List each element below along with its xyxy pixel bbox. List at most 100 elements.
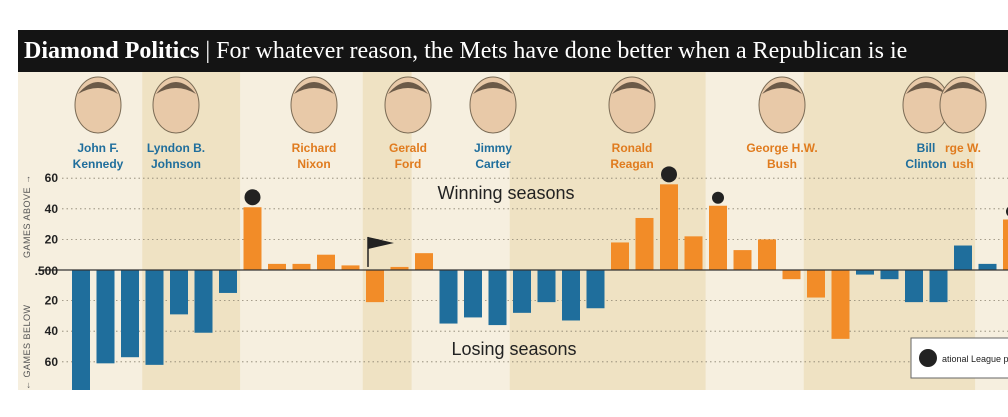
bar xyxy=(1003,219,1008,270)
president-name-line2: Kennedy xyxy=(73,157,124,171)
chart-title-bar: Diamond Politics | For whatever reason, … xyxy=(18,30,1008,72)
bar xyxy=(807,270,825,298)
bar xyxy=(292,263,311,270)
president-face-icon xyxy=(384,76,432,134)
president-face-icon xyxy=(469,76,517,134)
president-2: Richard Nixon xyxy=(290,76,338,171)
president-5: Ronald Reagan xyxy=(608,76,656,171)
axis-label-below: ← GAMES BELOW xyxy=(22,304,32,390)
first-place-badge-icon xyxy=(712,191,724,204)
president-name-line1: George H.W. xyxy=(746,141,817,155)
bar xyxy=(439,270,458,324)
tick-label-below: 60 xyxy=(45,355,59,369)
chart-area: 20 40 60 20 40 60 .500 GAMES ABOVE → ← GAMES BEL… xyxy=(18,72,1008,390)
president-hair-icon xyxy=(388,82,428,94)
bar xyxy=(782,270,801,280)
president-3: Gerald Ford xyxy=(384,76,432,171)
bar xyxy=(611,242,629,270)
bar xyxy=(978,263,997,270)
bar xyxy=(929,270,948,303)
president-1: Lyndon B. Johnson xyxy=(147,76,205,171)
axis-label-above: GAMES ABOVE → xyxy=(22,174,32,258)
bar xyxy=(243,207,262,270)
bar xyxy=(488,270,507,326)
legend-pennant-icon xyxy=(919,349,937,367)
president-face-icon xyxy=(74,76,122,134)
president-name-line1: Bill xyxy=(917,141,936,155)
president-name-line1: Ronald xyxy=(612,141,653,155)
bar xyxy=(317,254,335,270)
title-separator: | xyxy=(205,38,211,64)
bar xyxy=(709,205,727,270)
winning-seasons-annotation: Winning seasons xyxy=(437,183,574,203)
president-name-line2: Carter xyxy=(475,157,511,171)
bar xyxy=(880,270,899,280)
bar xyxy=(194,270,213,333)
tick-label-below: 20 xyxy=(45,294,59,308)
bar xyxy=(72,270,90,390)
president-hair-icon xyxy=(473,82,513,94)
bar xyxy=(586,270,605,309)
president-name-line2: ush xyxy=(952,157,973,171)
president-hair-icon xyxy=(78,82,118,94)
bar xyxy=(219,270,237,293)
president-face-icon xyxy=(608,76,656,134)
bar xyxy=(537,270,556,303)
bar xyxy=(513,270,531,313)
president-name-line1: Richard xyxy=(292,141,337,155)
tick-label-below: 40 xyxy=(45,324,59,338)
bar xyxy=(831,270,850,339)
president-0: John F. Kennedy xyxy=(73,76,124,171)
bar xyxy=(905,270,923,303)
chart-subtitle: For whatever reason, the Mets have done … xyxy=(216,38,908,64)
president-name-line1: Jimmy xyxy=(474,141,512,155)
bar xyxy=(856,270,874,275)
losing-seasons-annotation: Losing seasons xyxy=(451,339,576,359)
bar xyxy=(954,245,972,270)
president-hair-icon xyxy=(762,82,802,94)
president-name-line1: rge W. xyxy=(945,141,981,155)
president-face-icon xyxy=(152,76,200,134)
president-7: Bill Clinton xyxy=(902,76,950,171)
president-face-icon xyxy=(939,76,987,134)
president-hair-icon xyxy=(156,82,196,94)
pennant-badge-icon xyxy=(244,189,261,206)
bar xyxy=(635,217,654,270)
bar xyxy=(170,270,188,315)
bar xyxy=(145,270,164,365)
bar xyxy=(464,270,482,318)
tick-label-above: 60 xyxy=(45,171,59,185)
bar xyxy=(733,250,752,270)
president-name-line2: Bush xyxy=(767,157,797,171)
president-name-line2: Johnson xyxy=(151,157,201,171)
president-face-icon xyxy=(290,76,338,134)
chart-title: Diamond Politics xyxy=(24,38,200,64)
tick-label-baseline: .500 xyxy=(35,264,59,278)
flag-icon xyxy=(368,236,394,249)
president-name-line2: Clinton xyxy=(905,157,946,171)
president-name-line2: Reagan xyxy=(610,157,653,171)
tick-label-above: 20 xyxy=(45,232,59,246)
president-8: rge W. ush xyxy=(939,76,987,171)
president-4: Jimmy Carter xyxy=(469,76,517,171)
bar xyxy=(341,265,360,270)
president-name-line2: Nixon xyxy=(297,157,330,171)
president-name-line1: John F. xyxy=(77,141,118,155)
era-band-8 xyxy=(975,72,1008,390)
pennant-badge-icon xyxy=(661,166,677,183)
bar xyxy=(390,266,409,270)
president-hair-icon xyxy=(906,82,946,94)
bar xyxy=(562,270,580,321)
bar xyxy=(415,253,433,270)
tick-label-above: 40 xyxy=(45,202,59,216)
bar xyxy=(684,236,703,270)
president-face-icon xyxy=(758,76,806,134)
bar xyxy=(96,270,115,364)
president-name-line1: Gerald xyxy=(389,141,427,155)
bar xyxy=(268,263,286,270)
legend-label: ational League p xyxy=(942,354,1008,364)
president-hair-icon xyxy=(612,82,652,94)
president-6: George H.W. Bush xyxy=(746,76,818,171)
